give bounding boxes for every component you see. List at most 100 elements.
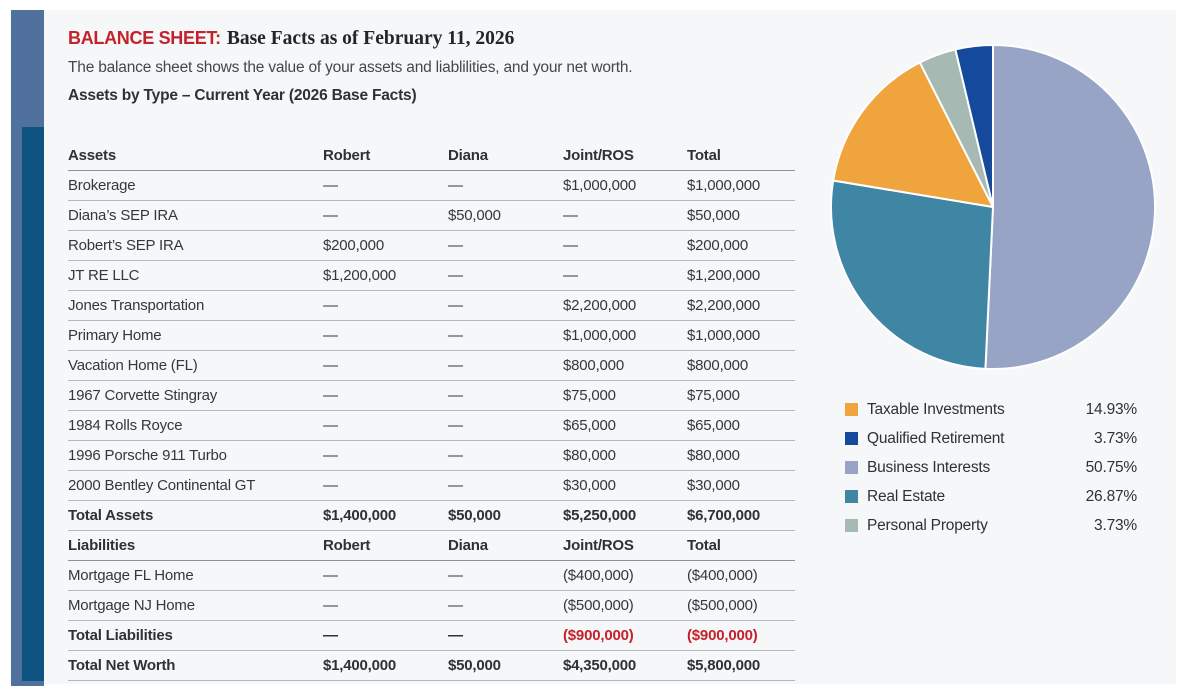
table-cell: — — [448, 620, 563, 651]
chart-legend: Taxable Investments 14.93% Qualified Retir… — [845, 395, 1137, 540]
legend-item: Personal Property 3.73% — [845, 511, 1137, 540]
table-cell: Total — [687, 141, 795, 171]
table-cell: $1,000,000 — [687, 170, 795, 201]
legend-item: Qualified Retirement 3.73% — [845, 424, 1137, 453]
legend-percent: 26.87% — [1085, 487, 1138, 505]
table-cell: — — [563, 230, 687, 261]
table-cell: Mortgage NJ Home — [68, 590, 323, 621]
table-cell: $200,000 — [323, 230, 448, 261]
legend-swatch — [845, 432, 858, 445]
table-row: Diana’s SEP IRA — $50,000— $50,000 — [68, 200, 795, 231]
table-cell: ($900,000) — [563, 620, 687, 651]
legend-percent: 3.73% — [1094, 516, 1137, 534]
table-cell: — — [563, 260, 687, 291]
table-cell: 1996 Porsche 911 Turbo — [68, 440, 323, 471]
table-cell: — — [323, 410, 448, 441]
table-row: Jones Transportation — — $2,200,000 $2,200,0… — [68, 290, 795, 321]
table-cell: $75,000 — [563, 380, 687, 411]
legend-swatch — [845, 403, 858, 416]
table-cell: 2000 Bentley Continental GT — [68, 470, 323, 501]
table-cell: Total — [687, 530, 795, 561]
report-description: The balance sheet shows the value of you… — [68, 59, 633, 76]
legend-swatch — [845, 461, 858, 474]
table-row: Brokerage — — $1,000,000 $1,000,000 — [68, 170, 795, 201]
table-cell: 1967 Corvette Stingray — [68, 380, 323, 411]
table-cell: $6,700,000 — [687, 500, 795, 531]
table-cell: — — [448, 350, 563, 381]
table-row: 1967 Corvette Stingray — — $75,000 $75,000 — [68, 380, 795, 411]
table-cell: ($900,000) — [687, 620, 795, 651]
table-cell: $80,000 — [563, 440, 687, 471]
table-cell: Robert — [323, 530, 448, 561]
table-cell: — — [448, 590, 563, 621]
table-cell: — — [448, 260, 563, 291]
table-cell: Joint/ROS — [563, 141, 687, 171]
section-subtitle: Assets by Type – Current Year (2026 Base… — [68, 87, 417, 104]
legend-swatch — [845, 490, 858, 503]
table-cell: — — [323, 620, 448, 651]
table-cell: JT RE LLC — [68, 260, 323, 291]
report-type-label: BALANCE SHEET: — [68, 28, 221, 48]
table-cell: $30,000 — [563, 470, 687, 501]
table-cell: — — [448, 230, 563, 261]
pie-slice — [830, 179, 994, 370]
table-cell: — — [323, 290, 448, 321]
table-row: 1984 Rolls Royce — — $65,000 $65,000 — [68, 410, 795, 441]
table-cell: $50,000 — [448, 650, 563, 681]
table-cell: 1984 Rolls Royce — [68, 410, 323, 441]
table-cell: Joint/ROS — [563, 530, 687, 561]
table-cell: — — [448, 380, 563, 411]
table-cell: $5,800,000 — [687, 650, 795, 681]
legend-label: Business Interests — [867, 458, 991, 476]
table-cell: $1,200,000 — [323, 260, 448, 291]
table-row: Total Liabilities — — ($900,000) ($900,000) — [68, 620, 795, 651]
table-row: Primary Home — — $1,000,000 $1,000,000 — [68, 320, 795, 351]
table-cell: $65,000 — [687, 410, 795, 441]
table-cell: — — [323, 170, 448, 201]
table-row: Vacation Home (FL) — — $800,000 $800,000 — [68, 350, 795, 381]
table-cell: — — [448, 440, 563, 471]
table-cell: — — [448, 170, 563, 201]
table-cell: $800,000 — [563, 350, 687, 381]
table-row: 2000 Bentley Continental GT — — $30,000 $30,… — [68, 470, 795, 501]
table-row: Total Assets $1,400,000 $50,000 $5,250,000 $… — [68, 500, 795, 531]
legend-item: Real Estate 26.87% — [845, 482, 1137, 511]
balance-table-body: Assets Robert Diana Joint/ROS Total Brokerage… — [68, 141, 795, 681]
table-cell: — — [448, 410, 563, 441]
table-cell: $1,200,000 — [687, 260, 795, 291]
table-cell: — — [323, 380, 448, 411]
table-cell: Jones Transportation — [68, 290, 323, 321]
legend-swatch — [845, 519, 858, 532]
table-cell: Total Assets — [68, 500, 323, 531]
table-cell: $1,400,000 — [323, 650, 448, 681]
assets-pie-chart — [820, 34, 1166, 380]
legend-item: Business Interests 50.75% — [845, 453, 1137, 482]
table-cell: Primary Home — [68, 320, 323, 351]
table-cell: $1,400,000 — [323, 500, 448, 531]
table-row: 1996 Porsche 911 Turbo — — $80,000 $80,000 — [68, 440, 795, 471]
table-cell: ($400,000) — [563, 560, 687, 591]
table-cell: ($500,000) — [563, 590, 687, 621]
legend-percent: 3.73% — [1094, 429, 1137, 447]
table-cell: Diana — [448, 530, 563, 561]
table-cell: ($400,000) — [687, 560, 795, 591]
table-cell: Robert’s SEP IRA — [68, 230, 323, 261]
table-cell: Assets — [68, 141, 323, 171]
left-accent-bar-dark — [22, 127, 44, 681]
table-cell: — — [448, 320, 563, 351]
table-cell: — — [323, 440, 448, 471]
table-cell: ($500,000) — [687, 590, 795, 621]
table-cell: Robert — [323, 141, 448, 171]
table-cell: $30,000 — [687, 470, 795, 501]
table-cell: $2,200,000 — [563, 290, 687, 321]
table-cell: $75,000 — [687, 380, 795, 411]
table-cell: Liabilities — [68, 530, 323, 561]
table-cell: — — [323, 560, 448, 591]
legend-label: Real Estate — [867, 487, 945, 505]
table-cell: Total Liabilities — [68, 620, 323, 651]
table-cell: $200,000 — [687, 230, 795, 261]
table-cell: $50,000 — [448, 500, 563, 531]
legend-item: Taxable Investments 14.93% — [845, 395, 1137, 424]
table-cell: $2,200,000 — [687, 290, 795, 321]
legend-percent: 14.93% — [1085, 400, 1138, 418]
